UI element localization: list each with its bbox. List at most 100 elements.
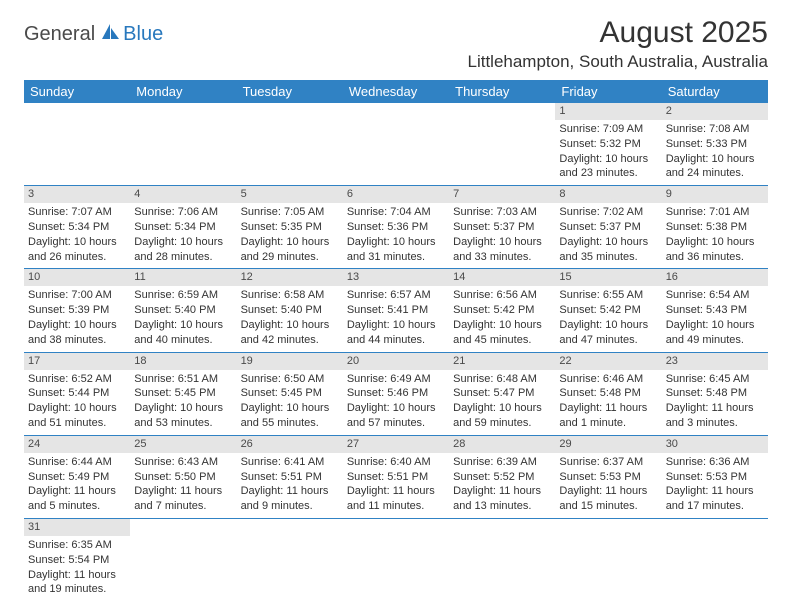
calendar-cell [662,519,768,602]
day-number: 2 [662,103,768,120]
day-header: Wednesday [343,80,449,103]
calendar-cell [449,519,555,602]
sunrise-text: Sunrise: 6:49 AM [347,372,445,387]
sunset-text: Sunset: 5:45 PM [134,386,232,401]
sunset-text: Sunset: 5:39 PM [28,303,126,318]
sunrise-text: Sunrise: 7:08 AM [666,122,764,137]
cell-body: Sunrise: 7:07 AMSunset: 5:34 PMDaylight:… [24,203,130,268]
sunrise-text: Sunrise: 6:44 AM [28,455,126,470]
calendar-cell [343,103,449,186]
calendar-cell: 18Sunrise: 6:51 AMSunset: 5:45 PMDayligh… [130,352,236,435]
calendar-cell: 10Sunrise: 7:00 AMSunset: 5:39 PMDayligh… [24,269,130,352]
sunset-text: Sunset: 5:42 PM [559,303,657,318]
sunset-text: Sunset: 5:40 PM [241,303,339,318]
sunset-text: Sunset: 5:34 PM [28,220,126,235]
day-header: Friday [555,80,661,103]
cell-body: Sunrise: 6:43 AMSunset: 5:50 PMDaylight:… [130,453,236,518]
calendar-cell [343,519,449,602]
cell-body: Sunrise: 6:54 AMSunset: 5:43 PMDaylight:… [662,286,768,351]
daylight-text: Daylight: 10 hours and 51 minutes. [28,401,126,431]
day-number: 20 [343,353,449,370]
day-number: 30 [662,436,768,453]
day-number: 19 [237,353,343,370]
day-number [449,103,555,120]
day-number: 12 [237,269,343,286]
calendar-cell: 29Sunrise: 6:37 AMSunset: 5:53 PMDayligh… [555,435,661,518]
calendar-cell: 19Sunrise: 6:50 AMSunset: 5:45 PMDayligh… [237,352,343,435]
cell-body: Sunrise: 7:03 AMSunset: 5:37 PMDaylight:… [449,203,555,268]
day-number: 4 [130,186,236,203]
day-number [449,519,555,536]
day-number: 25 [130,436,236,453]
calendar-cell [130,103,236,186]
sunrise-text: Sunrise: 7:05 AM [241,205,339,220]
day-number [662,519,768,536]
day-number [24,103,130,120]
sunset-text: Sunset: 5:45 PM [241,386,339,401]
calendar-cell: 6Sunrise: 7:04 AMSunset: 5:36 PMDaylight… [343,186,449,269]
daylight-text: Daylight: 10 hours and 33 minutes. [453,235,551,265]
sail-icon [99,22,121,47]
daylight-text: Daylight: 10 hours and 28 minutes. [134,235,232,265]
day-number: 16 [662,269,768,286]
calendar-cell: 5Sunrise: 7:05 AMSunset: 5:35 PMDaylight… [237,186,343,269]
sunset-text: Sunset: 5:53 PM [559,470,657,485]
sunset-text: Sunset: 5:47 PM [453,386,551,401]
daylight-text: Daylight: 10 hours and 42 minutes. [241,318,339,348]
day-number: 14 [449,269,555,286]
daylight-text: Daylight: 11 hours and 11 minutes. [347,484,445,514]
cell-body: Sunrise: 6:45 AMSunset: 5:48 PMDaylight:… [662,370,768,435]
cell-body: Sunrise: 7:06 AMSunset: 5:34 PMDaylight:… [130,203,236,268]
daylight-text: Daylight: 10 hours and 35 minutes. [559,235,657,265]
day-header: Tuesday [237,80,343,103]
cell-body: Sunrise: 6:58 AMSunset: 5:40 PMDaylight:… [237,286,343,351]
cell-body: Sunrise: 6:40 AMSunset: 5:51 PMDaylight:… [343,453,449,518]
calendar-row: 24 Sunrise: 6:44 AMSunset: 5:49 PM Dayligh… [24,435,768,518]
sunset-text: Sunset: 5:37 PM [559,220,657,235]
calendar-cell: 15Sunrise: 6:55 AMSunset: 5:42 PMDayligh… [555,269,661,352]
logo-text-blue: Blue [123,23,163,46]
cell-body: Sunrise: 7:01 AMSunset: 5:38 PMDaylight:… [662,203,768,268]
day-number [237,519,343,536]
day-number [343,103,449,120]
calendar-cell: 20Sunrise: 6:49 AMSunset: 5:46 PMDayligh… [343,352,449,435]
page-header: General Blue August 2025 Littlehampton, … [24,16,768,72]
daylight-text: Daylight: 10 hours and 49 minutes. [666,318,764,348]
sunrise-text: Sunrise: 6:43 AM [134,455,232,470]
daylight-text: Daylight: 11 hours and 17 minutes. [666,484,764,514]
sunset-text: Sunset: 5:44 PM [28,386,126,401]
sunrise-text: Sunrise: 6:36 AM [666,455,764,470]
sunset-text: Sunset: 5:35 PM [241,220,339,235]
calendar-row: 10Sunrise: 7:00 AMSunset: 5:39 PMDayligh… [24,269,768,352]
calendar-cell: 8Sunrise: 7:02 AMSunset: 5:37 PMDaylight… [555,186,661,269]
location-text: Littlehampton, South Australia, Australi… [467,52,768,72]
cell-body: Sunrise: 6:56 AMSunset: 5:42 PMDaylight:… [449,286,555,351]
logo: General Blue [24,22,163,47]
day-number: 29 [555,436,661,453]
calendar-cell: 26Sunrise: 6:41 AMSunset: 5:51 PMDayligh… [237,435,343,518]
sunset-text: Sunset: 5:38 PM [666,220,764,235]
sunrise-text: Sunrise: 6:41 AM [241,455,339,470]
daylight-text: Daylight: 10 hours and 24 minutes. [666,152,764,182]
cell-body: Sunrise: 6:52 AMSunset: 5:44 PMDaylight:… [24,370,130,435]
day-number: 6 [343,186,449,203]
sunset-text: Sunset: 5:43 PM [666,303,764,318]
sunrise-text: Sunrise: 6:55 AM [559,288,657,303]
sunset-text: Sunset: 5:32 PM [559,137,657,152]
sunrise-text: Sunrise: 7:01 AM [666,205,764,220]
calendar-cell [24,103,130,186]
sunset-text: Sunset: 5:49 PM [28,470,126,485]
day-number [130,103,236,120]
month-title: August 2025 [467,16,768,50]
daylight-text: Daylight: 11 hours and 19 minutes. [28,568,126,598]
cell-body: Sunrise: 6:59 AMSunset: 5:40 PMDaylight:… [130,286,236,351]
day-number: 7 [449,186,555,203]
calendar-cell: 7Sunrise: 7:03 AMSunset: 5:37 PMDaylight… [449,186,555,269]
sunrise-text: Sunrise: 6:37 AM [559,455,657,470]
day-number: 10 [24,269,130,286]
day-header: Monday [130,80,236,103]
day-number: 24 [24,436,130,453]
sunset-text: Sunset: 5:51 PM [241,470,339,485]
day-header-row: Sunday Monday Tuesday Wednesday Thursday… [24,80,768,103]
day-number: 9 [662,186,768,203]
